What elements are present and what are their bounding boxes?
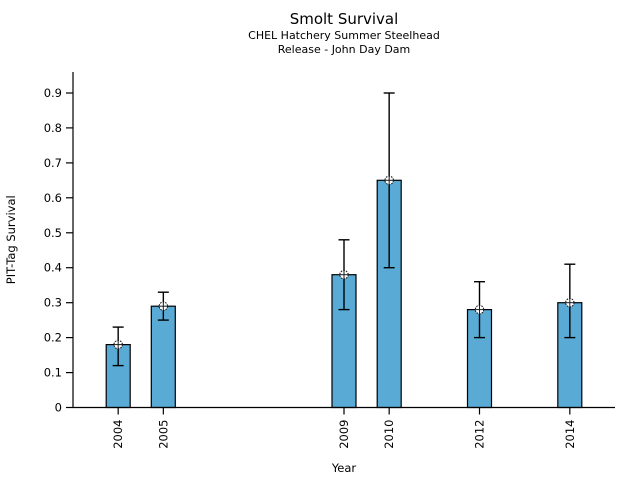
y-tick-label: 0.1 — [44, 366, 62, 380]
x-tick-label: 2014 — [563, 420, 577, 449]
chart-subtitle-release: Release - John Day Dam — [277, 43, 411, 56]
y-tick-label: 0.6 — [44, 191, 62, 205]
x-tick-label: 2005 — [156, 420, 170, 449]
chart-title: Smolt Survival — [289, 10, 399, 28]
x-axis-label: Year — [331, 461, 357, 475]
chart-subtitle-hatchery: CHEL Hatchery Summer Steelhead — [248, 29, 440, 42]
y-tick-label: 0.9 — [44, 86, 62, 100]
y-tick-label: 0.3 — [44, 296, 62, 310]
bar-2005 — [150, 305, 176, 409]
x-tick-label: 2012 — [473, 420, 487, 449]
x-tick-label: 2010 — [382, 420, 396, 449]
x-tick-label: 2004 — [111, 420, 125, 449]
y-tick-label: 0.7 — [44, 156, 62, 170]
y-tick-label: 0.8 — [44, 121, 62, 135]
y-axis-label: PIT-Tag Survival — [4, 195, 18, 284]
y-tick-label: 0.4 — [44, 261, 62, 275]
y-tick-label: 0.2 — [44, 331, 62, 345]
y-tick-label: 0 — [55, 401, 62, 415]
x-tick-label: 2009 — [337, 420, 351, 449]
y-tick-label: 0.5 — [44, 226, 62, 240]
